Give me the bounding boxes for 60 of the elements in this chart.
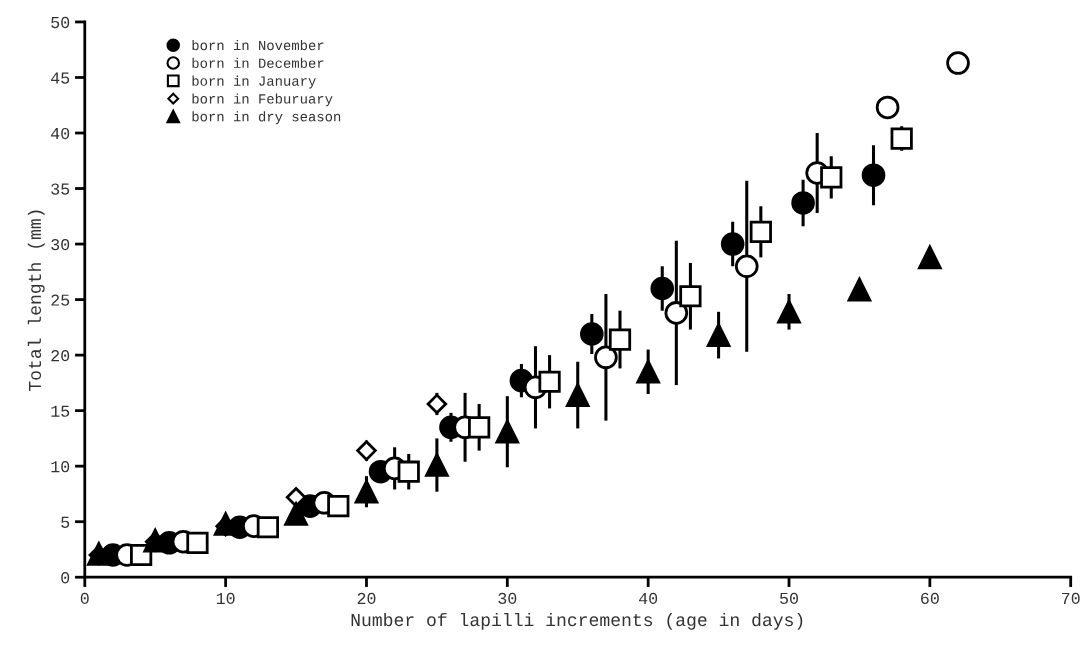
point (468, 416, 491, 439)
point (749, 220, 772, 243)
y-axis-title: Total length (mm) (27, 210, 45, 392)
x-tick-label: 0 (80, 592, 89, 605)
x-tick-label: 10 (216, 592, 235, 605)
point (847, 277, 872, 302)
y-tick-label: 40 (51, 127, 70, 140)
x-tick-label: 30 (498, 592, 517, 605)
y-tick-label: 5 (61, 516, 70, 528)
point (706, 323, 731, 347)
point (946, 51, 970, 75)
point (890, 127, 913, 150)
point (664, 301, 689, 325)
point (636, 359, 660, 384)
x-tick-label: 60 (921, 592, 939, 605)
legend-label: born in December (192, 57, 324, 69)
y-tick-label: 50 (51, 16, 70, 29)
x-axis-title: Number of lapilli increments (age in days) (351, 612, 803, 630)
point (650, 276, 675, 301)
point (917, 243, 943, 270)
point (734, 254, 759, 279)
point (256, 516, 279, 539)
x-tick-label: 20 (357, 592, 376, 605)
y-tick-label: 0 (61, 572, 70, 584)
point (679, 285, 702, 308)
point (820, 166, 843, 189)
y-tick-label: 15 (51, 405, 70, 417)
y-tick-label: 35 (51, 183, 70, 195)
legend-label: born in November (192, 40, 324, 51)
point (791, 191, 815, 215)
point (594, 345, 618, 370)
point (875, 95, 900, 120)
y-tick-label: 30 (51, 238, 70, 251)
point (354, 479, 379, 504)
point (186, 531, 209, 554)
point (285, 487, 307, 508)
point (538, 370, 561, 393)
point (580, 322, 604, 346)
legend-label: born in dry season (192, 111, 341, 125)
point (565, 383, 590, 407)
point (327, 495, 350, 518)
legend-label: born in January (192, 75, 316, 89)
point (425, 453, 449, 477)
point (720, 232, 745, 256)
x-tick-label: 70 (1061, 592, 1080, 605)
y-tick-label: 10 (51, 461, 70, 473)
point (495, 419, 520, 444)
x-tick-label: 50 (780, 592, 798, 605)
x-tick-label: 40 (639, 592, 658, 605)
point (608, 328, 632, 351)
point (777, 299, 801, 324)
y-tick-label: 20 (51, 350, 70, 362)
y-tick-label: 25 (51, 294, 70, 306)
point (356, 440, 377, 461)
y-tick-label: 45 (51, 72, 70, 84)
point (861, 163, 886, 188)
point (397, 460, 420, 483)
point (426, 393, 448, 415)
legend-label: born in Feburuary (192, 93, 333, 107)
point (284, 502, 308, 526)
